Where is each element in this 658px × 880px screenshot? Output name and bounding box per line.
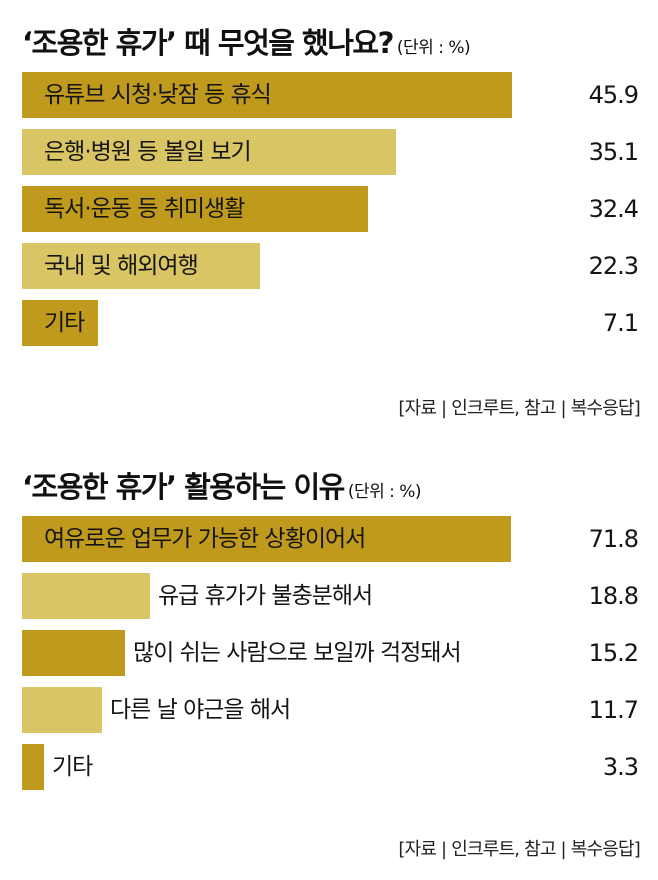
bar-label: 여유로운 업무가 가능한 상황이어서 <box>44 526 366 552</box>
bar-label: 국내 및 해외여행 <box>44 253 199 279</box>
bar-label: 유튜브 시청·낮잠 등 휴식 <box>44 82 272 108</box>
bar-value: 15.2 <box>588 639 639 667</box>
source-note: [자료 | 인크루트, 참고 | 복수응답] <box>398 839 640 860</box>
chart-activities: ‘조용한 휴가’ 때 무엇을 했나요? (단위 : %) 유튜브 시청·낮잠 등 … <box>0 0 658 430</box>
bar-label: 기타 <box>44 310 85 336</box>
bar-row: 기타 7.1 <box>0 300 658 346</box>
bar-row: 유급 휴가가 불충분해서 18.8 <box>0 573 658 619</box>
source-note: [자료 | 인크루트, 참고 | 복수응답] <box>398 398 640 419</box>
bar-label: 다른 날 야근을 해서 <box>110 697 291 723</box>
bar-value: 32.4 <box>588 195 639 223</box>
bar-row: 독서·운동 등 취미생활 32.4 <box>0 186 658 232</box>
bar-value: 11.7 <box>588 696 639 724</box>
bar <box>22 129 396 175</box>
bar-value: 7.1 <box>602 309 639 337</box>
bar-row: 유튜브 시청·낮잠 등 휴식 45.9 <box>0 72 658 118</box>
bar-value: 45.9 <box>588 81 639 109</box>
bar-label: 은행·병원 등 볼일 보기 <box>44 139 252 165</box>
bar-label: 많이 쉬는 사람으로 보일까 걱정돼서 <box>133 640 462 666</box>
bar-value: 71.8 <box>588 525 639 553</box>
chart-title-text: ‘조용한 휴가’ 때 무엇을 했나요? <box>22 26 394 60</box>
bar <box>22 630 125 676</box>
bar <box>22 243 260 289</box>
chart-unit: (단위 : %) <box>396 38 471 58</box>
bar-value: 35.1 <box>588 138 639 166</box>
bar <box>22 744 44 790</box>
bar-row: 다른 날 야근을 해서 11.7 <box>0 687 658 733</box>
bar-row: 기타 3.3 <box>0 744 658 790</box>
bar-row: 은행·병원 등 볼일 보기 35.1 <box>0 129 658 175</box>
chart-title: ‘조용한 휴가’ 때 무엇을 했나요? (단위 : %) <box>22 20 471 62</box>
bar-value: 22.3 <box>588 252 639 280</box>
bar-label: 기타 <box>52 754 93 780</box>
bar-label: 독서·운동 등 취미생활 <box>44 196 245 222</box>
chart-unit: (단위 : %) <box>347 482 422 502</box>
bar <box>22 186 368 232</box>
bar-label: 유급 휴가가 불충분해서 <box>158 583 373 609</box>
bar-row: 여유로운 업무가 가능한 상황이어서 71.8 <box>0 516 658 562</box>
bar <box>22 300 98 346</box>
chart-title-text: ‘조용한 휴가’ 활용하는 이유 <box>22 470 345 504</box>
bar <box>22 687 102 733</box>
bar-value: 18.8 <box>588 582 639 610</box>
chart-reasons: ‘조용한 휴가’ 활용하는 이유 (단위 : %) 여유로운 업무가 가능한 상황… <box>0 440 658 880</box>
bar-row: 국내 및 해외여행 22.3 <box>0 243 658 289</box>
bar <box>22 573 150 619</box>
bar <box>22 72 512 118</box>
bar-row: 많이 쉬는 사람으로 보일까 걱정돼서 15.2 <box>0 630 658 676</box>
chart-title: ‘조용한 휴가’ 활용하는 이유 (단위 : %) <box>22 464 422 506</box>
bar-value: 3.3 <box>602 753 639 781</box>
bar <box>22 516 511 562</box>
